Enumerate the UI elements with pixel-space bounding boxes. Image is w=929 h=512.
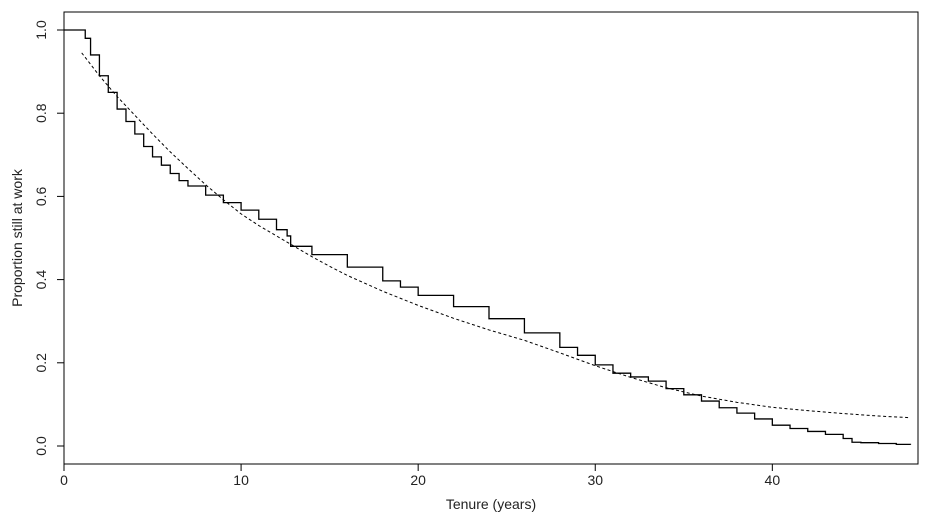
- series-layer: [64, 29, 912, 445]
- y-tick-label: 0.0: [33, 436, 49, 456]
- y-tick-label: 0.2: [33, 353, 49, 373]
- y-tick-label: 0.6: [33, 186, 49, 206]
- y-axis-title: Proportion still at work: [9, 168, 25, 307]
- plot-frame: [63, 11, 919, 465]
- x-tick-label: 10: [233, 472, 249, 488]
- y-tick-label: 1.0: [33, 20, 49, 40]
- y-tick-label: 0.8: [33, 103, 49, 123]
- y-axis: 0.0 0.2 0.4 0.6 0.8 1.0: [33, 20, 64, 456]
- x-axis-title: Tenure (years): [446, 496, 536, 512]
- x-axis: 0 10 20 30 40: [60, 464, 780, 488]
- fitted-curve-dotted: [81, 52, 911, 419]
- x-tick-label: 40: [765, 472, 781, 488]
- x-tick-label: 0: [60, 472, 68, 488]
- y-tick-label: 0.4: [33, 270, 49, 290]
- survival-curve-solid: [64, 29, 912, 445]
- x-tick-label: 20: [410, 472, 426, 488]
- x-tick-label: 30: [587, 472, 603, 488]
